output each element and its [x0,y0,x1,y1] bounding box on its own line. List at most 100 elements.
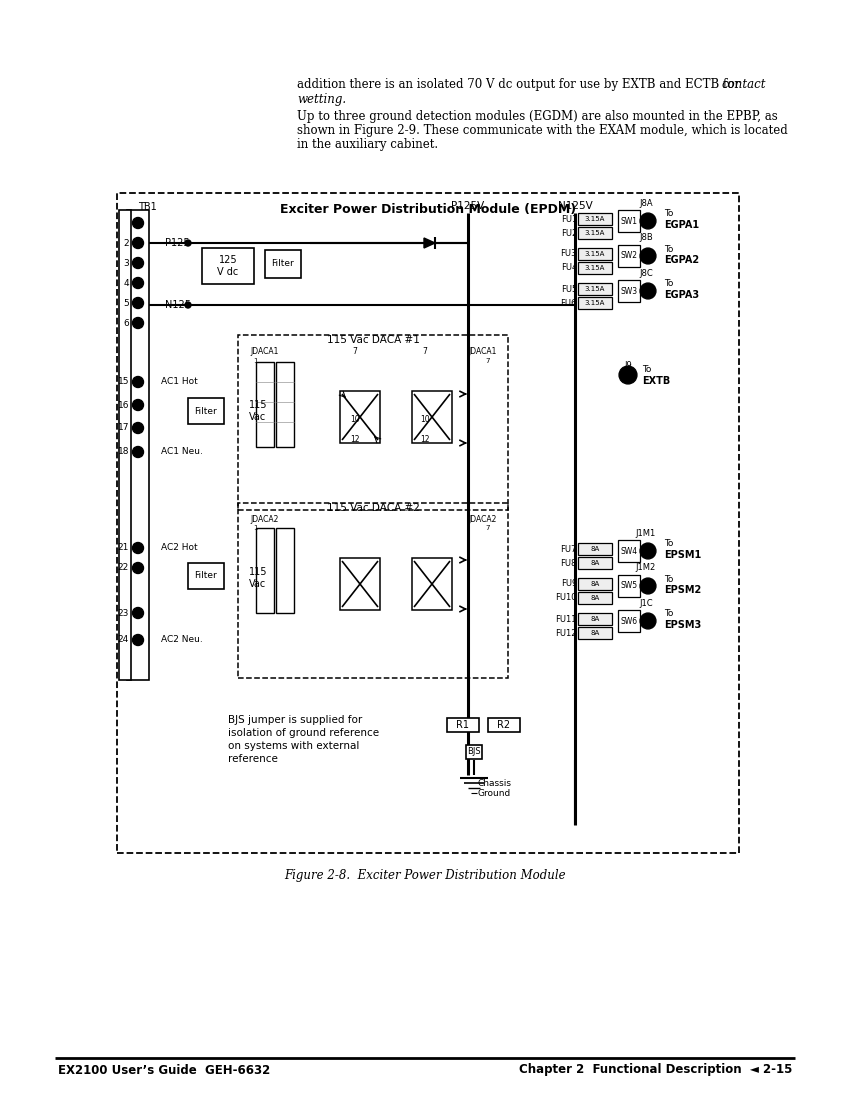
Bar [578,543,612,556]
Circle shape [133,422,144,433]
Text: Filter: Filter [272,260,294,268]
Text: FU6: FU6 [561,298,577,308]
Text: 3.15A: 3.15A [585,216,605,222]
Text: J1M1: J1M1 [636,528,656,538]
Circle shape [133,542,144,553]
Circle shape [133,297,144,308]
Circle shape [133,607,144,618]
Text: FU4: FU4 [561,264,577,273]
Bar [188,398,224,424]
Text: J8C: J8C [639,268,653,277]
Text: 5: 5 [123,298,129,308]
Circle shape [133,635,144,646]
Text: J1M2: J1M2 [636,563,656,572]
Text: TB1: TB1 [138,202,156,212]
Text: V dc: V dc [218,267,239,277]
Text: Filter: Filter [195,407,218,416]
Text: Chapter 2  Functional Description  ◄ 2-15: Chapter 2 Functional Description ◄ 2-15 [518,1064,792,1077]
Text: Vac: Vac [249,579,267,588]
Text: 8A: 8A [591,560,599,566]
Text: 115: 115 [249,400,267,410]
Bar [127,210,149,680]
Text: 18: 18 [117,448,129,456]
Bar [276,362,294,447]
Bar [265,250,301,278]
Text: contact: contact [722,78,767,91]
Bar [578,227,612,239]
Text: 0: 0 [646,288,650,294]
Text: BJS: BJS [468,748,481,757]
Text: 115: 115 [249,566,267,578]
Text: SW1: SW1 [620,217,638,226]
Bar [578,262,612,274]
Text: 125: 125 [218,255,237,265]
Text: To: To [664,574,673,583]
Circle shape [133,218,144,229]
Text: 21: 21 [117,543,129,552]
Text: 15: 15 [117,377,129,386]
Polygon shape [424,238,435,248]
Text: To: To [664,279,673,288]
Bar [578,248,612,260]
Bar [618,610,640,632]
Text: FU8: FU8 [561,559,577,568]
Bar [578,213,612,226]
Circle shape [133,257,144,268]
Circle shape [640,613,656,629]
Text: 1: 1 [253,525,258,531]
Text: 0: 0 [646,618,650,624]
Text: 1: 1 [253,358,258,364]
Text: 0: 0 [646,583,650,588]
Text: 12: 12 [420,436,430,444]
Circle shape [640,213,656,229]
Bar [256,362,274,447]
Text: JDACA2: JDACA2 [468,515,496,524]
Bar [276,528,294,613]
Text: in the auxiliary cabinet.: in the auxiliary cabinet. [297,138,438,151]
Text: 3.15A: 3.15A [585,300,605,306]
Bar [578,283,612,295]
Text: reference: reference [228,754,278,764]
Circle shape [133,447,144,458]
Text: 0: 0 [646,549,650,553]
Circle shape [185,302,191,308]
Bar [447,718,479,732]
Text: 16: 16 [117,400,129,409]
Circle shape [133,318,144,329]
Bar [340,558,380,611]
Text: P125: P125 [165,238,190,248]
Text: To: To [664,209,673,219]
Circle shape [640,578,656,594]
Text: EX2100 User’s Guide  GEH-6632: EX2100 User’s Guide GEH-6632 [58,1064,270,1077]
Text: N125V: N125V [558,201,592,211]
Text: AC2 Neu.: AC2 Neu. [161,636,203,645]
Bar [618,575,640,597]
Text: 6: 6 [123,319,129,328]
Text: JDACA2: JDACA2 [250,515,278,524]
Bar [188,563,224,589]
Text: 2: 2 [123,239,129,248]
Text: 12: 12 [350,436,360,444]
Text: SW6: SW6 [620,616,638,626]
Text: R2: R2 [497,720,511,730]
Text: FU1: FU1 [561,214,577,223]
Text: JDACA1: JDACA1 [250,348,278,356]
Bar [578,578,612,590]
Text: 3.15A: 3.15A [585,251,605,257]
Text: FU12: FU12 [556,628,577,638]
Text: shown in Figure 2-9. These communicate with the EXAM module, which is located: shown in Figure 2-9. These communicate w… [297,124,788,138]
Text: EPSM1: EPSM1 [664,550,701,560]
Circle shape [133,238,144,249]
Text: J9: J9 [624,361,632,370]
Text: J1C: J1C [639,598,653,607]
Text: EPSM2: EPSM2 [664,585,701,595]
Bar [618,280,640,302]
Text: 0: 0 [646,253,650,258]
Text: 8A: 8A [591,546,599,552]
Text: J8A: J8A [639,198,653,208]
Text: Vac: Vac [249,412,267,422]
Text: 10: 10 [420,416,430,425]
Text: 3.15A: 3.15A [585,286,605,292]
Text: Exciter Power Distribution Module (EPDM): Exciter Power Distribution Module (EPDM) [280,202,576,216]
Text: EGPA2: EGPA2 [664,255,699,265]
